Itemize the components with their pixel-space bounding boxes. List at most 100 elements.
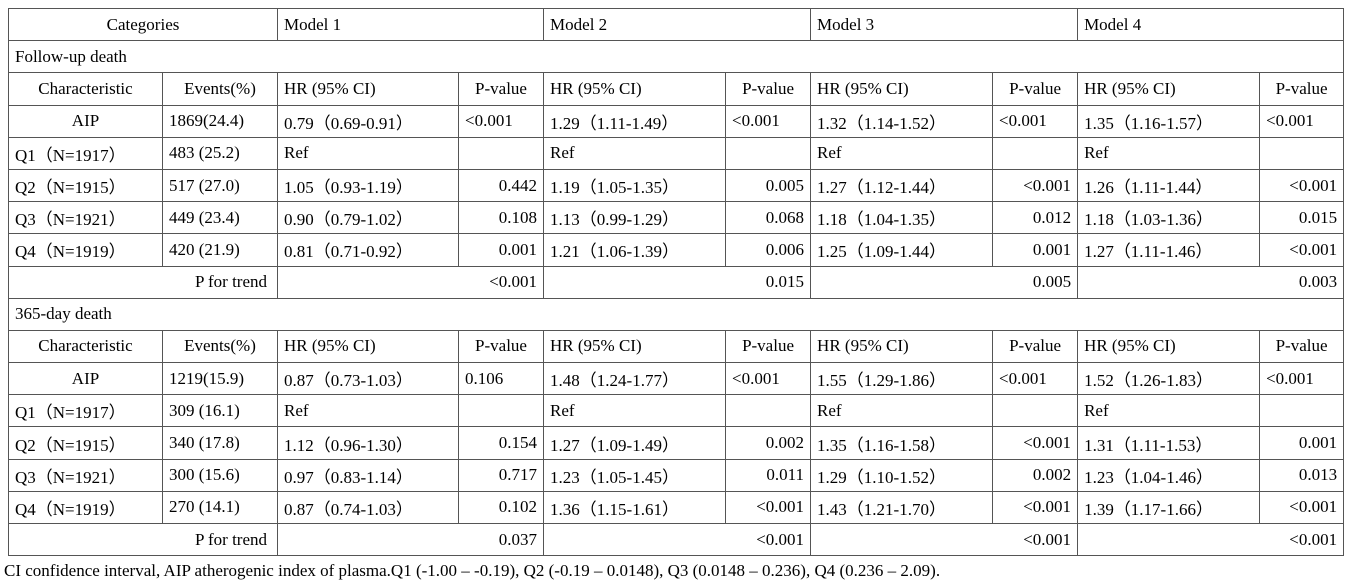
table-row: Characteristic Events(%) HR (95% CI) P-valu… <box>8 329 1345 364</box>
table-row: Follow-up death <box>7 40 1345 74</box>
table-cell: 0.90（0.79-1.02） <box>277 201 460 235</box>
table-cell: 1.31（1.11-1.53） <box>1077 426 1261 460</box>
table-cell: 0.001 <box>1259 426 1345 460</box>
table-cell: Q2（N=1915） <box>8 426 163 460</box>
table-cell: Model 4 <box>1077 7 1345 42</box>
table-cell: Q1（N=1917） <box>8 136 163 170</box>
table-cell: 420 (21.9) <box>161 233 279 267</box>
table-cell: Ref <box>1077 136 1261 170</box>
table-cell: P-value <box>458 329 545 364</box>
table-row: Q4（N=1919） 270 (14.1) 0.87（0.74-1.03） 0.102… <box>8 490 1345 525</box>
table-cell: 1219(15.9) <box>161 362 279 396</box>
table-cell: 0.011 <box>725 458 812 492</box>
table-cell: Q4（N=1919） <box>8 233 163 267</box>
table-cell: <0.001 <box>992 104 1079 138</box>
table-cell: 0.015 <box>1259 201 1345 235</box>
table-cell: HR (95% CI) <box>1077 329 1261 364</box>
table-cell: 1.29（1.11-1.49） <box>543 104 727 138</box>
table-cell: Q2（N=1915） <box>8 168 163 203</box>
table-cell: HR (95% CI) <box>810 72 994 106</box>
table-row: Q2（N=1915） 517 (27.0) 1.05（0.93-1.19） 0.442… <box>8 168 1345 203</box>
table-cell: <0.001 <box>543 522 812 557</box>
table-row: Q4（N=1919） 420 (21.9) 0.81（0.71-0.92） 0.001… <box>8 233 1345 267</box>
table-cell: 1.35（1.16-1.57） <box>1077 104 1261 138</box>
table-cell: 0.87（0.73-1.03） <box>277 362 460 396</box>
table-row: AIP 1869(24.4) 0.79（0.69-0.91） <0.001 1.29（1… <box>8 104 1345 138</box>
table-cell: <0.001 <box>992 168 1079 203</box>
table-cell: 0.002 <box>992 458 1079 492</box>
table-cell: 449 (23.4) <box>161 201 279 235</box>
table-cell: 517 (27.0) <box>161 168 279 203</box>
table-cell: 1.29（1.10-1.52） <box>810 458 994 492</box>
table-row: Q3（N=1921） 449 (23.4) 0.90（0.79-1.02） 0.108… <box>8 201 1345 235</box>
table-row: Q2（N=1915） 340 (17.8) 1.12（0.96-1.30） 0.154… <box>8 426 1345 460</box>
table-cell: 1.32（1.14-1.52） <box>810 104 994 138</box>
table-cell: P-value <box>1259 72 1345 106</box>
table-cell <box>725 394 812 428</box>
table-cell <box>1259 394 1345 428</box>
table-cell: 0.001 <box>992 233 1079 267</box>
table-cell: Model 1 <box>277 7 545 42</box>
table-cell: 1.27（1.12-1.44） <box>810 168 994 203</box>
table-cell: 1.52（1.26-1.83） <box>1077 362 1261 396</box>
table-cell: P-value <box>725 72 812 106</box>
table-cell: 1.39（1.17-1.66） <box>1077 490 1261 525</box>
table-cell: <0.001 <box>725 362 812 396</box>
table-cell: Model 3 <box>810 7 1079 42</box>
table-row: Q1（N=1917） 309 (16.1) Ref Ref Ref Ref <box>8 394 1345 428</box>
table-cell: 300 (15.6) <box>161 458 279 492</box>
table-cell: 0.013 <box>1259 458 1345 492</box>
table-cell: P-value <box>992 329 1079 364</box>
table-cell: 0.154 <box>458 426 545 460</box>
table-cell: 0.102 <box>458 490 545 525</box>
table-row: 365-day death <box>7 297 1345 331</box>
table-cell: 1.26（1.11-1.44） <box>1077 168 1261 203</box>
table-cell: 1.18（1.04-1.35） <box>810 201 994 235</box>
table-cell: 1.12（0.96-1.30） <box>277 426 460 460</box>
table-cell: Follow-up death <box>7 40 1345 74</box>
results-table: Categories Model 1 Model 2 Model 3 Model 4 Fo… <box>7 7 1345 557</box>
table-cell: Ref <box>810 394 994 428</box>
table-cell: Q3（N=1921） <box>8 458 163 492</box>
table-cell: 1.05（0.93-1.19） <box>277 168 460 203</box>
table-cell <box>1259 136 1345 170</box>
table-cell: 0.87（0.74-1.03） <box>277 490 460 525</box>
table-cell: 0.81（0.71-0.92） <box>277 233 460 267</box>
table-cell: 0.005 <box>725 168 812 203</box>
table-cell: 0.068 <box>725 201 812 235</box>
table-cell: 309 (16.1) <box>161 394 279 428</box>
table-cell: 1.23（1.05-1.45） <box>543 458 727 492</box>
table-cell: 365-day death <box>7 297 1345 331</box>
table-cell: Events(%) <box>161 72 279 106</box>
table-cell: <0.001 <box>1259 168 1345 203</box>
table-cell: 0.003 <box>1077 265 1345 299</box>
table-cell: Ref <box>543 394 727 428</box>
table-cell: P-value <box>458 72 545 106</box>
table-cell: Ref <box>277 394 460 428</box>
table-cell: P for trend <box>7 265 279 299</box>
table-cell: P-value <box>992 72 1079 106</box>
table-cell: Model 2 <box>543 7 812 42</box>
table-cell: <0.001 <box>1259 490 1345 525</box>
table-cell <box>458 136 545 170</box>
table-row: Categories Model 1 Model 2 Model 3 Model 4 <box>7 7 1345 42</box>
table-cell: <0.001 <box>992 426 1079 460</box>
table-cell: 1.48（1.24-1.77） <box>543 362 727 396</box>
table-cell: <0.001 <box>1259 104 1345 138</box>
table-cell: Events(%) <box>161 329 279 364</box>
table-cell: 0.005 <box>810 265 1079 299</box>
table-cell: 0.015 <box>543 265 812 299</box>
table-cell: 1869(24.4) <box>161 104 279 138</box>
footnote: CI confidence interval, AIP atherogenic … <box>4 561 941 580</box>
table-cell: 0.002 <box>725 426 812 460</box>
table-cell: 1.19（1.05-1.35） <box>543 168 727 203</box>
table-cell: Ref <box>543 136 727 170</box>
table-cell: 1.25（1.09-1.44） <box>810 233 994 267</box>
table-cell: <0.001 <box>725 104 812 138</box>
table-cell: 0.108 <box>458 201 545 235</box>
table-cell <box>992 136 1079 170</box>
table-cell: <0.001 <box>810 522 1079 557</box>
table-cell <box>992 394 1079 428</box>
table-cell: 1.27（1.11-1.46） <box>1077 233 1261 267</box>
